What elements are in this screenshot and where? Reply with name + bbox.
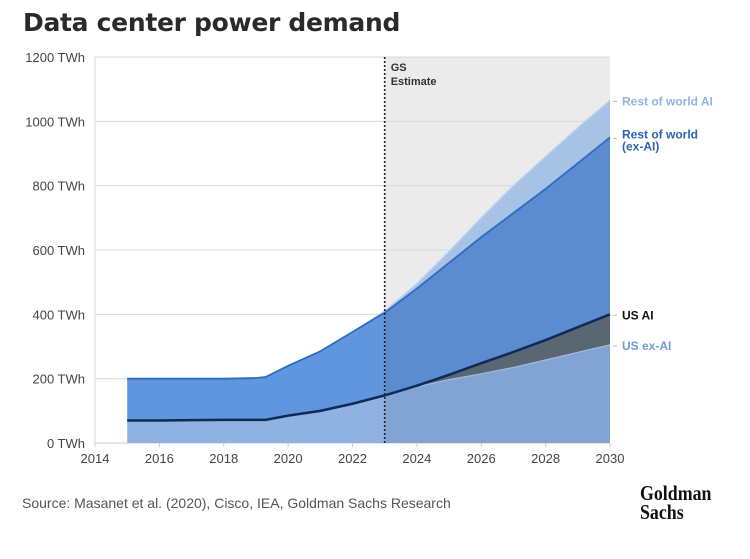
y-tick-label: 1000 TWh [25,114,85,129]
label-row-ex-ai-line-2: (ex-AI) [622,139,659,153]
x-tick-label: 2024 [402,451,431,466]
logo-line-2: Sachs [640,500,684,524]
area-row-ex-ai-projection [384,137,610,396]
chart-title: Data center power demand [23,8,401,37]
estimate-label-line-2: Estimate [391,76,437,88]
estimate-label-line-1: GS [391,62,407,74]
y-tick-label: 400 TWh [32,307,85,322]
x-tick-label: 2020 [274,451,303,466]
x-tick-label: 2018 [209,451,238,466]
area-row-ex-ai-historical [127,312,385,421]
area-us-ex-ai-projection [384,344,610,443]
y-tick-label: 600 TWh [32,243,85,258]
x-tick-label: 2016 [145,451,174,466]
label-row-ai: Rest of world AI [622,94,713,108]
y-tick-label: 0 TWh [47,436,85,451]
x-tick-label: 2022 [338,451,367,466]
x-tick-label: 2028 [531,451,560,466]
y-tick-label: 200 TWh [32,372,85,387]
source-note: Source: Masanet et al. (2020), Cisco, IE… [22,495,451,511]
label-us-ex-ai: US ex-AI [622,339,671,353]
label-us-ai: US AI [622,308,654,322]
x-tick-label: 2014 [81,451,110,466]
line-row-ex-ai [127,136,611,380]
area-row-ai-projection [384,100,610,313]
line-us-ai [127,313,611,422]
y-tick-label: 1200 TWh [25,50,85,65]
goldman-sachs-logo: Goldman Sachs [640,481,712,524]
logo-line-1: Goldman [640,481,712,505]
label-row-ex-ai-line-1: Rest of world [622,127,698,141]
y-tick-label: 800 TWh [32,179,85,194]
x-tick-label: 2026 [467,451,496,466]
x-tick-label: 2030 [596,451,625,466]
area-us-ex-ai-historical [127,395,385,443]
